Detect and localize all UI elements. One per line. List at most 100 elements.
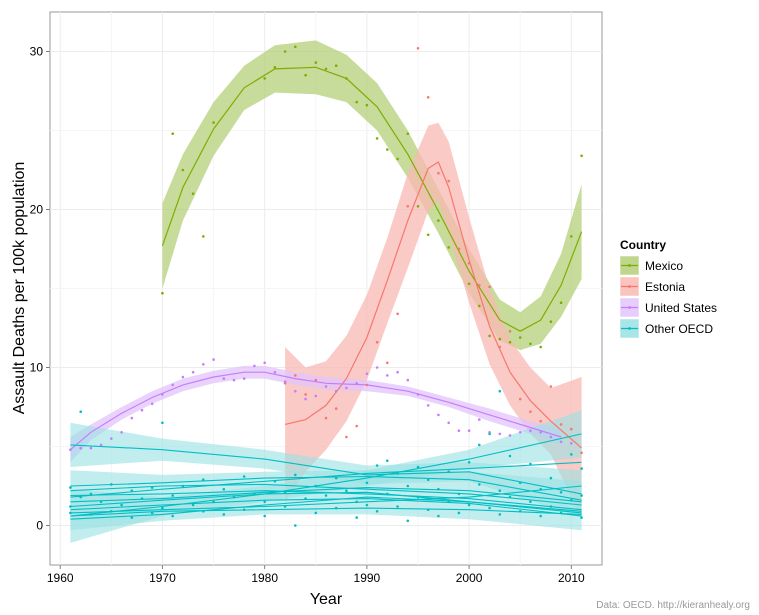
other-oecd-point <box>150 511 154 515</box>
other-oecd-point <box>375 464 379 467</box>
legend-label-other-oecd: Other OECD <box>645 322 713 336</box>
united-states-point <box>202 363 205 366</box>
other-oecd-point <box>69 511 72 515</box>
united-states-point <box>365 372 369 376</box>
other-oecd-point <box>498 389 502 393</box>
united-states-point <box>263 361 267 365</box>
x-tick-label: 1960 <box>47 571 74 585</box>
estonia-point <box>488 285 491 289</box>
other-oecd-point <box>161 506 164 510</box>
other-oecd-point <box>559 491 563 494</box>
united-states-point <box>334 389 338 393</box>
mexico-point <box>488 334 491 338</box>
other-oecd-point <box>386 492 389 496</box>
other-oecd-point <box>130 516 134 519</box>
estonia-point <box>294 374 297 377</box>
estonia-point <box>529 410 532 414</box>
united-states-point <box>69 448 72 452</box>
mexico-point <box>273 66 277 69</box>
united-states-point <box>232 378 236 382</box>
other-oecd-point <box>334 506 338 510</box>
other-oecd-point <box>324 494 328 497</box>
other-oecd-point <box>580 467 583 470</box>
estonia-point <box>570 427 573 431</box>
other-oecd-point <box>416 465 420 469</box>
other-oecd-point <box>355 500 359 504</box>
other-oecd-point <box>69 505 72 508</box>
united-states-point <box>508 434 512 437</box>
other-oecd-point <box>294 473 297 477</box>
x-axis-title: Year <box>310 591 343 608</box>
legend-title: Country <box>620 238 666 252</box>
other-oecd-point <box>314 511 318 515</box>
united-states-point <box>304 397 307 401</box>
united-states-point <box>416 393 420 396</box>
estonia-point <box>478 284 481 287</box>
other-oecd-point <box>304 497 307 500</box>
x-tick-label: 1970 <box>149 571 176 585</box>
other-oecd-point <box>396 472 399 475</box>
other-oecd-trend-line <box>70 507 582 517</box>
other-oecd-point <box>89 513 93 516</box>
y-tick-label: 10 <box>30 361 44 375</box>
united-states-point <box>161 393 164 396</box>
other-oecd-point <box>426 478 430 482</box>
data-points <box>69 45 583 527</box>
mexico-point <box>263 77 267 80</box>
x-tick-label: 1990 <box>354 571 381 585</box>
mexico-point <box>202 235 205 238</box>
estonia-point <box>498 345 502 349</box>
other-oecd-point <box>508 454 512 458</box>
other-oecd-point <box>222 487 226 491</box>
other-oecd-point <box>539 514 542 518</box>
united-states-confidence-band <box>70 365 562 463</box>
other-oecd-point <box>283 505 287 508</box>
estonia-point <box>437 171 440 175</box>
legend-label-united-states: United States <box>645 301 717 315</box>
other-oecd-point <box>447 500 451 504</box>
united-states-point <box>191 370 195 374</box>
mexico-point <box>181 168 185 172</box>
united-states-point <box>79 446 82 450</box>
other-oecd-point <box>570 498 573 502</box>
other-oecd-point <box>202 478 205 482</box>
united-states-point <box>467 429 471 433</box>
estonia-point <box>508 329 512 333</box>
united-states-point <box>324 385 328 388</box>
estonia-point <box>580 451 583 455</box>
mexico-point <box>518 336 522 339</box>
united-states-point <box>222 377 226 380</box>
mexico-point <box>345 77 348 80</box>
united-states-point <box>437 413 440 417</box>
other-oecd-point <box>457 511 461 515</box>
estonia-point <box>549 385 553 388</box>
other-oecd-point <box>99 500 103 504</box>
other-oecd-trend-line <box>70 490 582 511</box>
united-states-point <box>283 380 287 384</box>
other-oecd-point <box>263 500 267 504</box>
other-oecd-point <box>570 453 573 456</box>
united-states-point <box>253 364 256 368</box>
other-oecd-point <box>263 514 267 518</box>
united-states-point <box>498 432 502 436</box>
mexico-point <box>559 301 563 305</box>
other-oecd-point <box>365 481 369 485</box>
other-oecd-point <box>110 483 113 486</box>
other-oecd-point <box>447 470 451 474</box>
united-states-point <box>518 431 522 434</box>
source-caption: Data: OECD. http://kieranhealy.org <box>596 600 750 611</box>
mexico-point <box>365 103 369 107</box>
y-tick-label: 30 <box>30 45 44 59</box>
united-states-point <box>130 416 134 420</box>
other-oecd-point <box>222 513 226 516</box>
legend-point-other-oecd <box>628 327 631 330</box>
estonia-point <box>467 261 471 265</box>
united-states-point <box>140 408 144 412</box>
mexico-point <box>447 246 451 249</box>
other-oecd-point <box>518 481 522 485</box>
united-states-point <box>396 370 399 374</box>
x-tick-label: 1980 <box>251 571 278 585</box>
other-oecd-point <box>294 524 297 527</box>
mexico-trend-line <box>161 66 583 332</box>
united-states-point <box>529 429 532 433</box>
